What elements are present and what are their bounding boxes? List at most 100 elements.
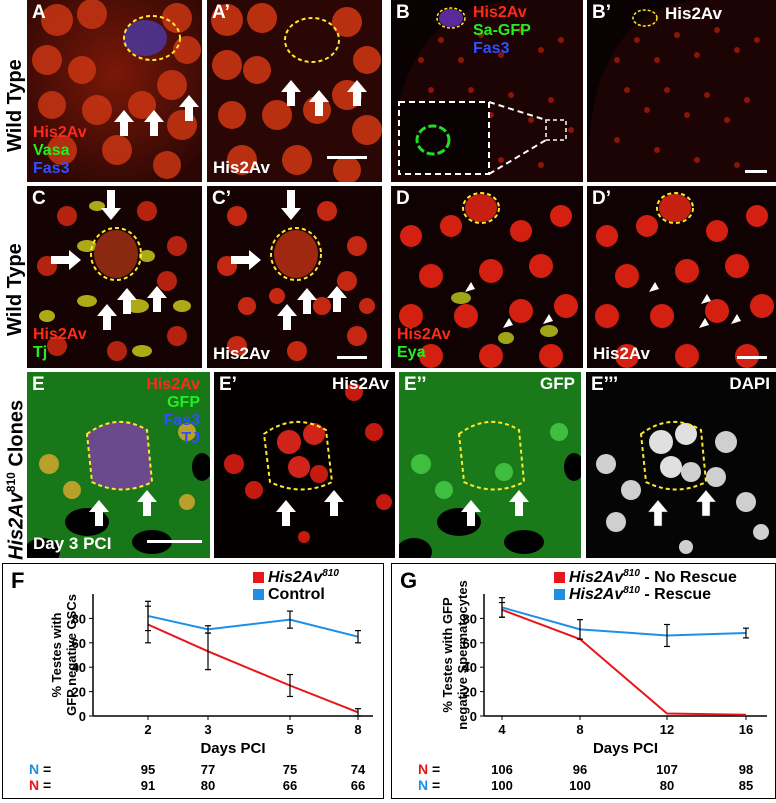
n-value: 80: [660, 778, 674, 793]
n-value: 85: [739, 778, 753, 793]
n-equals: =: [432, 777, 440, 793]
chart-panel-label: F: [11, 568, 24, 593]
panel-e-double-prime: E’’ GFP: [399, 372, 581, 558]
n-value: 80: [201, 778, 215, 793]
row-label-clones: His2Av810 Clones: [4, 399, 28, 560]
n-value: 107: [656, 762, 678, 777]
panel-d-prime-label: D’: [592, 188, 611, 209]
panel-e-prime-label: E’: [219, 374, 237, 395]
x-tick-label: 3: [204, 722, 211, 737]
scale-bar-b: [745, 170, 767, 173]
panel-c-prime-label: C’: [212, 188, 231, 209]
panel-d-image: [391, 186, 583, 368]
y-tick-label: 0: [79, 709, 86, 724]
panel-e: E His2Av GFP Fas3 TJ Day 3 PCI: [27, 372, 210, 558]
chart-f: F 0 20 40 60 80 2 3 5 8 Days PCI % Testes withGFP n…: [11, 568, 373, 793]
chart-g-frame: G 0 20 40 60 80 4 8 12 16 Days PCI % Testes with GF…: [391, 563, 776, 799]
x-tick-label: 8: [354, 722, 361, 737]
legend-label: Control: [268, 586, 325, 603]
y-tick-label: 80: [72, 611, 86, 626]
panel-d-prime: D’ His2Av: [587, 186, 776, 368]
legend-swatch: [554, 589, 565, 600]
scale-bar-c: [337, 356, 367, 359]
n-equals: =: [43, 761, 51, 777]
panel-b-markers: His2Av Sa-GFP Fas3: [473, 4, 531, 57]
x-tick-label: 4: [498, 722, 506, 737]
n-value: 100: [491, 778, 513, 793]
x-tick-label: 8: [576, 722, 583, 737]
panel-d-markers: His2Av Eya: [397, 326, 451, 361]
row-label-wild-type-2: Wild Type: [4, 243, 26, 336]
n-value: 98: [739, 762, 753, 777]
panel-b-prime-label: B’: [592, 2, 611, 23]
panel-b-image: [391, 0, 583, 182]
panel-a-label: A: [32, 2, 46, 23]
n-value: 75: [283, 762, 297, 777]
scale-bar-d: [737, 356, 767, 359]
row-label-wild-type-1: Wild Type: [4, 59, 26, 152]
n-equals: =: [43, 777, 51, 793]
chart-f-frame: F 0 20 40 60 80 2 3 5 8 Days PCI % Testes withGFP n…: [2, 563, 384, 799]
scale-bar-e: [147, 540, 202, 543]
y-axis-label: % Testes with GFPnegative Spermatocytes: [440, 580, 470, 730]
x-tick-label: 12: [660, 722, 674, 737]
panel-e-day-label: Day 3 PCI: [33, 534, 112, 553]
series-line: [147, 623, 359, 714]
n-label: N: [418, 761, 428, 777]
legend-label: His2Av810 - No Rescue: [569, 568, 737, 586]
y-tick-label: 80: [463, 611, 477, 626]
series-line: [147, 614, 359, 638]
chart-panel-label: G: [400, 568, 417, 593]
panel-e-prime-image: [214, 372, 395, 558]
panel-b: B His2Av Sa-GFP Fas3: [391, 0, 583, 182]
panel-a-image: [27, 0, 202, 182]
panel-d: D His2Av Eya: [391, 186, 583, 368]
panel-a-markers: His2Av Vasa Fas3: [33, 124, 87, 177]
panel-a: A His2Av Vasa Fas3: [27, 0, 202, 182]
n-label: N: [418, 777, 428, 793]
x-tick-label: 2: [144, 722, 151, 737]
panel-a-prime-tag: His2Av: [213, 158, 271, 177]
panel-e-image: [27, 372, 210, 558]
n-value: 77: [201, 762, 215, 777]
panel-e-triple-prime-tag: DAPI: [729, 374, 770, 393]
chart-g: G 0 20 40 60 80 4 8 12 16 Days PCI % Testes with GF…: [400, 568, 767, 793]
panel-e-triple-prime-label: E’’’: [591, 374, 619, 395]
panel-d-prime-image: [587, 186, 776, 368]
scale-bar: [327, 156, 367, 159]
panel-e-triple-prime: E’’’ DAPI: [586, 372, 776, 558]
x-tick-label: 16: [739, 722, 753, 737]
panel-c: C His2Av Tj: [27, 186, 202, 368]
legend-swatch: [554, 572, 565, 583]
y-tick-label: 40: [72, 660, 86, 675]
panel-d-prime-tag: His2Av: [593, 344, 651, 363]
legend-label: His2Av810 - Rescue: [569, 585, 711, 603]
panel-b-prime-image: [587, 0, 776, 182]
n-value: 106: [491, 762, 513, 777]
panel-b-prime: B’ His2Av: [587, 0, 776, 182]
panel-c-image: [27, 186, 202, 368]
n-value: 96: [573, 762, 587, 777]
y-tick-label: 60: [72, 636, 86, 651]
panel-e-prime-tag: His2Av: [331, 374, 389, 393]
panel-e-double-prime-image: [399, 372, 581, 558]
x-tick-label: 5: [286, 722, 293, 737]
panel-a-prime: A’ His2Av: [207, 0, 382, 182]
n-value: 95: [141, 762, 155, 777]
y-tick-label: 0: [470, 709, 477, 724]
panel-c-prime-image: [207, 186, 382, 368]
n-value: 91: [141, 778, 155, 793]
panel-b-label: B: [396, 2, 410, 23]
n-equals: =: [432, 761, 440, 777]
y-tick-label: 20: [463, 685, 477, 700]
series-line: [501, 606, 747, 637]
panel-a-prime-label: A’: [212, 2, 230, 23]
panel-c-markers: His2Av Tj: [33, 326, 87, 361]
panel-e-triple-prime-image: [586, 372, 776, 558]
x-axis-label: Days PCI: [593, 740, 658, 757]
legend-swatch: [253, 589, 264, 600]
y-tick-label: 20: [72, 685, 86, 700]
panel-a-prime-image: [207, 0, 382, 182]
n-value: 66: [351, 778, 365, 793]
y-axis-label: % Testes withGFP negative GSCs: [49, 594, 79, 716]
